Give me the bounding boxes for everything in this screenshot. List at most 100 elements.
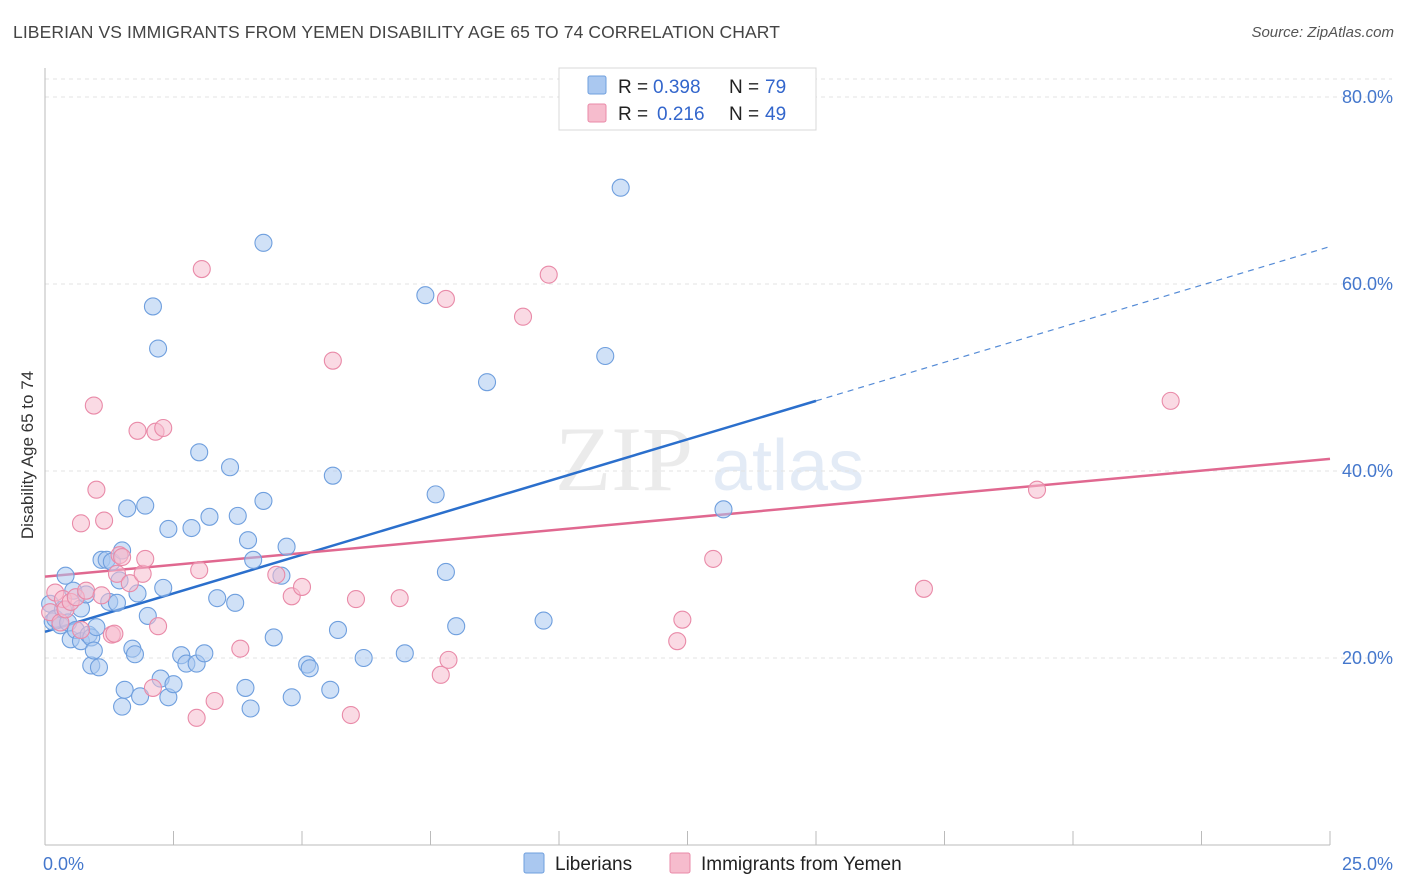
axes: 20.0% 40.0% 60.0% 80.0% 0.0% 25.0% [43, 68, 1393, 874]
point-liberians-64 [300, 659, 319, 678]
point-yemen-20 [128, 421, 147, 440]
point-liberians-35 [143, 297, 162, 316]
point-liberians-74 [477, 373, 497, 392]
legend-r-value-liberians: 0.398 [653, 77, 701, 98]
point-liberians-26 [113, 697, 132, 716]
point-liberians-36 [149, 339, 168, 358]
y-tick-label-0: 20.0% [1342, 648, 1393, 668]
point-liberians-33 [136, 496, 155, 515]
watermark: ZIP atlas [555, 408, 864, 510]
legend-n-label-yemen: N = [729, 104, 759, 125]
point-yemen-32 [267, 565, 286, 584]
point-yemen-23 [143, 678, 162, 697]
legend-n-value-liberians: 79 [765, 77, 786, 98]
point-yemen-19 [120, 574, 139, 593]
point-yemen-35 [323, 351, 342, 370]
point-yemen-36 [341, 705, 360, 725]
point-yemen-38 [390, 589, 409, 608]
point-liberians-76 [596, 346, 615, 366]
bottom-legend-label-yemen: Immigrants from Yemen [701, 854, 902, 875]
point-yemen-25 [149, 617, 168, 636]
point-liberians-51 [226, 593, 245, 612]
y-tick-label-1: 40.0% [1342, 461, 1393, 481]
point-liberians-53 [236, 678, 255, 697]
point-yemen-45 [673, 610, 692, 629]
point-liberians-38 [154, 578, 173, 597]
point-liberians-57 [254, 491, 273, 510]
point-yemen-30 [205, 691, 224, 711]
bottom-legend-swatch-liberians [523, 852, 545, 874]
point-liberians-71 [426, 485, 445, 504]
point-liberians-59 [264, 628, 283, 647]
point-liberians-52 [228, 506, 247, 525]
legend-r-label-yemen: R = [618, 104, 648, 125]
point-yemen-37 [346, 590, 366, 609]
point-yemen-13 [95, 511, 114, 530]
point-liberians-5 [56, 566, 75, 585]
point-yemen-27 [187, 708, 206, 727]
point-liberians-28 [118, 499, 137, 518]
point-yemen-42 [513, 307, 533, 326]
point-yemen-44 [668, 632, 687, 651]
point-liberians-41 [164, 675, 183, 694]
source-credit: Source: ZipAtlas.com [1251, 24, 1394, 41]
point-liberians-68 [354, 648, 373, 668]
point-yemen-29 [192, 259, 211, 279]
point-liberians-66 [323, 466, 342, 485]
point-yemen-28 [190, 561, 209, 580]
point-yemen-12 [92, 586, 111, 605]
y-tick-label-3: 80.0% [1342, 87, 1393, 107]
legend-swatch-liberians [587, 75, 607, 95]
point-yemen-41 [439, 650, 458, 669]
watermark-atlas: atlas [712, 426, 864, 506]
y-tick-label-2: 60.0% [1342, 274, 1393, 294]
point-liberians-62 [282, 688, 301, 707]
point-yemen-47 [914, 579, 933, 598]
point-liberians-70 [416, 286, 435, 305]
point-yemen-48 [1027, 480, 1047, 499]
point-yemen-31 [231, 639, 250, 658]
point-yemen-18 [113, 547, 132, 567]
bottom-legend-swatch-yemen [669, 852, 691, 874]
point-liberians-48 [200, 507, 219, 526]
trend-line-liberians-extension [815, 246, 1331, 402]
point-liberians-23 [107, 593, 127, 612]
point-liberians-73 [447, 617, 466, 636]
point-yemen-21 [133, 564, 152, 583]
point-yemen-16 [107, 564, 127, 583]
bottom-legend-label-liberians: Liberians [555, 854, 632, 875]
point-yemen-7 [71, 620, 91, 640]
x-tick-label-1: 25.0% [1342, 854, 1393, 874]
point-yemen-22 [136, 549, 155, 568]
point-yemen-10 [84, 396, 103, 415]
point-yemen-34 [292, 577, 312, 596]
point-liberians-39 [159, 519, 178, 539]
point-liberians-54 [238, 531, 258, 550]
point-yemen-11 [87, 480, 106, 499]
point-liberians-78 [714, 500, 733, 519]
point-liberians-69 [395, 644, 414, 663]
point-liberians-47 [195, 644, 214, 663]
point-liberians-65 [321, 680, 340, 699]
legend-n-label-liberians: N = [729, 77, 759, 98]
trend-line-liberians [44, 399, 817, 634]
legend-n-value-yemen: 49 [765, 104, 786, 125]
legend-r-label-liberians: R = [618, 77, 648, 98]
series-legend: Liberians Immigrants from Yemen [523, 852, 902, 875]
point-yemen-46 [704, 549, 723, 568]
point-liberians-75 [534, 611, 553, 630]
point-liberians-77 [611, 178, 630, 197]
trend-lines [44, 246, 1331, 634]
point-yemen-40 [436, 289, 455, 309]
data-points [41, 178, 1180, 727]
legend-swatch-yemen [587, 103, 607, 123]
chart-title: LIBERIAN VS IMMIGRANTS FROM YEMEN DISABI… [13, 22, 780, 42]
point-yemen-15 [105, 624, 124, 643]
point-liberians-50 [220, 458, 240, 477]
y-axis-label: Disability Age 65 to 74 [18, 371, 37, 539]
point-liberians-58 [254, 233, 273, 252]
x-tick-label-0: 0.0% [43, 854, 84, 874]
point-liberians-16 [84, 641, 103, 660]
point-yemen-49 [1161, 391, 1180, 410]
